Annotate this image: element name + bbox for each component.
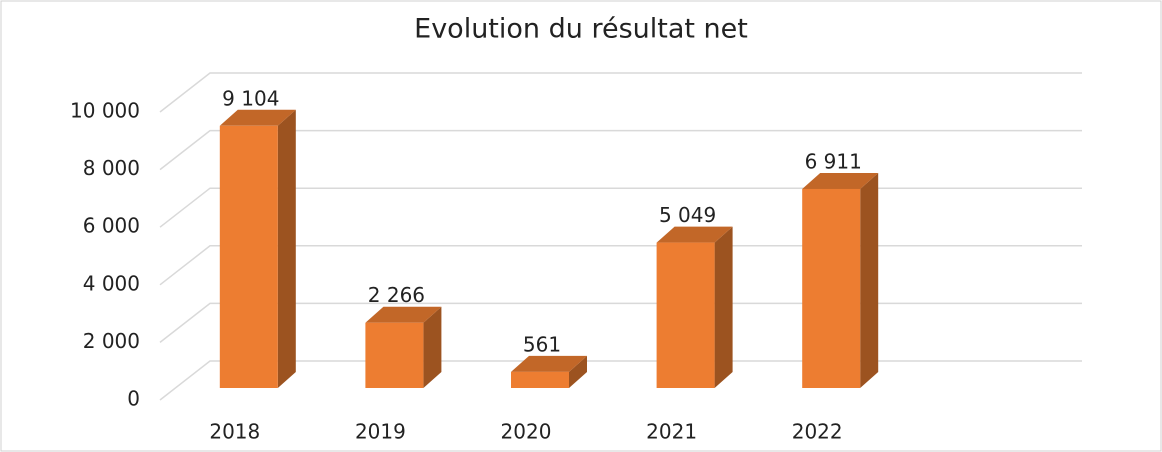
x-tick-label: 2020	[501, 420, 552, 444]
y-tick-label: 10 000	[70, 99, 140, 123]
grid-line	[159, 129, 1082, 171]
y-tick-label: 4 000	[83, 271, 140, 295]
bar-top	[511, 355, 587, 372]
value-label: 5 049	[659, 203, 716, 227]
grid-line	[159, 72, 1082, 113]
value-label: 2 266	[368, 283, 425, 307]
bar-front	[656, 242, 715, 388]
bar	[511, 355, 587, 388]
bar-side	[860, 172, 879, 388]
bar-front	[802, 188, 861, 388]
grid-line	[159, 245, 1082, 286]
bar-side	[423, 306, 442, 388]
grid-line	[159, 302, 1082, 343]
bar	[802, 172, 879, 388]
bar-top	[656, 226, 733, 243]
value-label: 6 911	[805, 149, 862, 173]
x-tick-label: 2019	[355, 420, 406, 444]
y-tick-label: 6 000	[83, 214, 140, 238]
x-tick-label: 2021	[646, 420, 697, 444]
bar-top	[219, 109, 296, 126]
y-tick-label: 2 000	[83, 329, 140, 353]
x-tick-label: 2018	[209, 420, 260, 444]
bar	[656, 226, 733, 388]
value-label: 561	[523, 332, 561, 356]
bar	[219, 109, 296, 388]
bar-top	[802, 172, 879, 189]
bar-side	[569, 355, 587, 388]
x-tick-label: 2022	[792, 420, 843, 444]
value-label: 9 104	[222, 86, 279, 110]
chart-title: Evolution du résultat net	[414, 14, 748, 45]
bar-front	[365, 322, 424, 388]
bar-front	[511, 371, 569, 388]
bar-side	[277, 109, 296, 388]
y-tick-label: 8 000	[83, 156, 140, 180]
bar-front	[219, 125, 278, 388]
bar	[365, 306, 442, 388]
grid-line	[159, 360, 1082, 401]
y-tick-label: 0	[127, 387, 140, 411]
bar-side	[714, 226, 733, 388]
grid-line	[159, 187, 1082, 228]
bar-top	[365, 306, 442, 323]
